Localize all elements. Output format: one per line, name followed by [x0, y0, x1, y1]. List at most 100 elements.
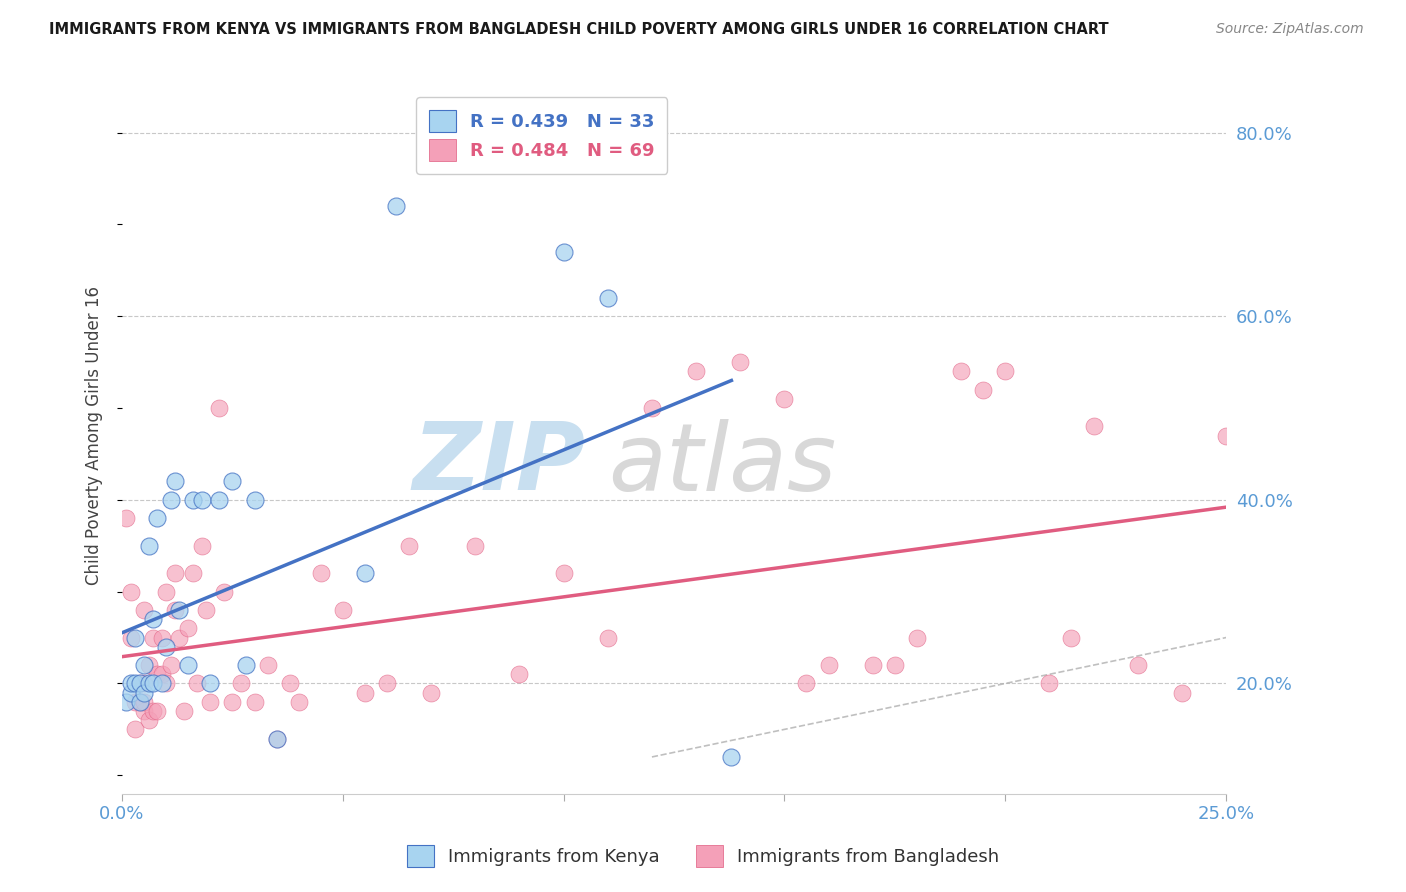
Point — [134, 686, 156, 700]
Point — [134, 603, 156, 617]
Point — [128, 695, 150, 709]
Point — [155, 640, 177, 654]
Point — [773, 392, 796, 406]
Point — [994, 364, 1017, 378]
Point — [155, 584, 177, 599]
Point — [124, 631, 146, 645]
Point — [134, 658, 156, 673]
Point — [287, 695, 309, 709]
Text: IMMIGRANTS FROM KENYA VS IMMIGRANTS FROM BANGLADESH CHILD POVERTY AMONG GIRLS UN: IMMIGRANTS FROM KENYA VS IMMIGRANTS FROM… — [49, 22, 1109, 37]
Point — [817, 658, 839, 673]
Point — [138, 713, 160, 727]
Point — [354, 686, 377, 700]
Point — [354, 566, 377, 581]
Point — [186, 676, 208, 690]
Point — [221, 695, 243, 709]
Point — [235, 658, 257, 673]
Point — [212, 584, 235, 599]
Point — [173, 704, 195, 718]
Point — [256, 658, 278, 673]
Point — [221, 475, 243, 489]
Point — [124, 695, 146, 709]
Point — [1038, 676, 1060, 690]
Point — [159, 658, 181, 673]
Point — [177, 621, 200, 635]
Point — [553, 244, 575, 259]
Point — [142, 631, 165, 645]
Point — [862, 658, 884, 673]
Point — [208, 401, 231, 415]
Point — [124, 676, 146, 690]
Point — [972, 383, 994, 397]
Point — [190, 492, 212, 507]
Point — [146, 704, 169, 718]
Point — [1083, 419, 1105, 434]
Point — [128, 676, 150, 690]
Text: atlas: atlas — [607, 418, 837, 509]
Point — [120, 686, 142, 700]
Point — [950, 364, 973, 378]
Point — [115, 695, 138, 709]
Point — [134, 704, 156, 718]
Point — [720, 750, 742, 764]
Point — [375, 676, 398, 690]
Point — [796, 676, 818, 690]
Point — [134, 676, 156, 690]
Point — [398, 539, 420, 553]
Point — [120, 676, 142, 690]
Point — [243, 695, 266, 709]
Point — [1060, 631, 1083, 645]
Text: ZIP: ZIP — [413, 418, 586, 510]
Point — [420, 686, 443, 700]
Point — [596, 631, 619, 645]
Point — [194, 603, 217, 617]
Point — [150, 676, 173, 690]
Point — [883, 658, 905, 673]
Point — [142, 676, 165, 690]
Point — [138, 676, 160, 690]
Point — [128, 695, 150, 709]
Point — [385, 199, 408, 213]
Point — [150, 631, 173, 645]
Point — [553, 566, 575, 581]
Point — [266, 731, 288, 746]
Point — [243, 492, 266, 507]
Point — [200, 676, 222, 690]
Point — [200, 695, 222, 709]
Point — [163, 603, 186, 617]
Point — [464, 539, 486, 553]
Point — [138, 539, 160, 553]
Point — [641, 401, 664, 415]
Point — [309, 566, 332, 581]
Point — [685, 364, 707, 378]
Point — [1171, 686, 1194, 700]
Point — [1215, 428, 1237, 442]
Point — [1126, 658, 1149, 673]
Point — [146, 667, 169, 681]
Point — [155, 676, 177, 690]
Point — [128, 676, 150, 690]
Point — [508, 667, 530, 681]
Point — [134, 695, 156, 709]
Point — [332, 603, 354, 617]
Point — [138, 658, 160, 673]
Point — [142, 612, 165, 626]
Point — [190, 539, 212, 553]
Point — [115, 511, 138, 525]
Point — [181, 492, 204, 507]
Point — [142, 704, 165, 718]
Point — [120, 631, 142, 645]
Text: Source: ZipAtlas.com: Source: ZipAtlas.com — [1216, 22, 1364, 37]
Legend: Immigrants from Kenya, Immigrants from Bangladesh: Immigrants from Kenya, Immigrants from B… — [399, 838, 1007, 874]
Point — [728, 355, 751, 369]
Point — [163, 475, 186, 489]
Point — [266, 731, 288, 746]
Point — [231, 676, 253, 690]
Point — [159, 492, 181, 507]
Point — [905, 631, 928, 645]
Point — [163, 566, 186, 581]
Point — [169, 631, 191, 645]
Legend: R = 0.439   N = 33, R = 0.484   N = 69: R = 0.439 N = 33, R = 0.484 N = 69 — [416, 97, 668, 174]
Point — [146, 511, 169, 525]
Point — [120, 584, 142, 599]
